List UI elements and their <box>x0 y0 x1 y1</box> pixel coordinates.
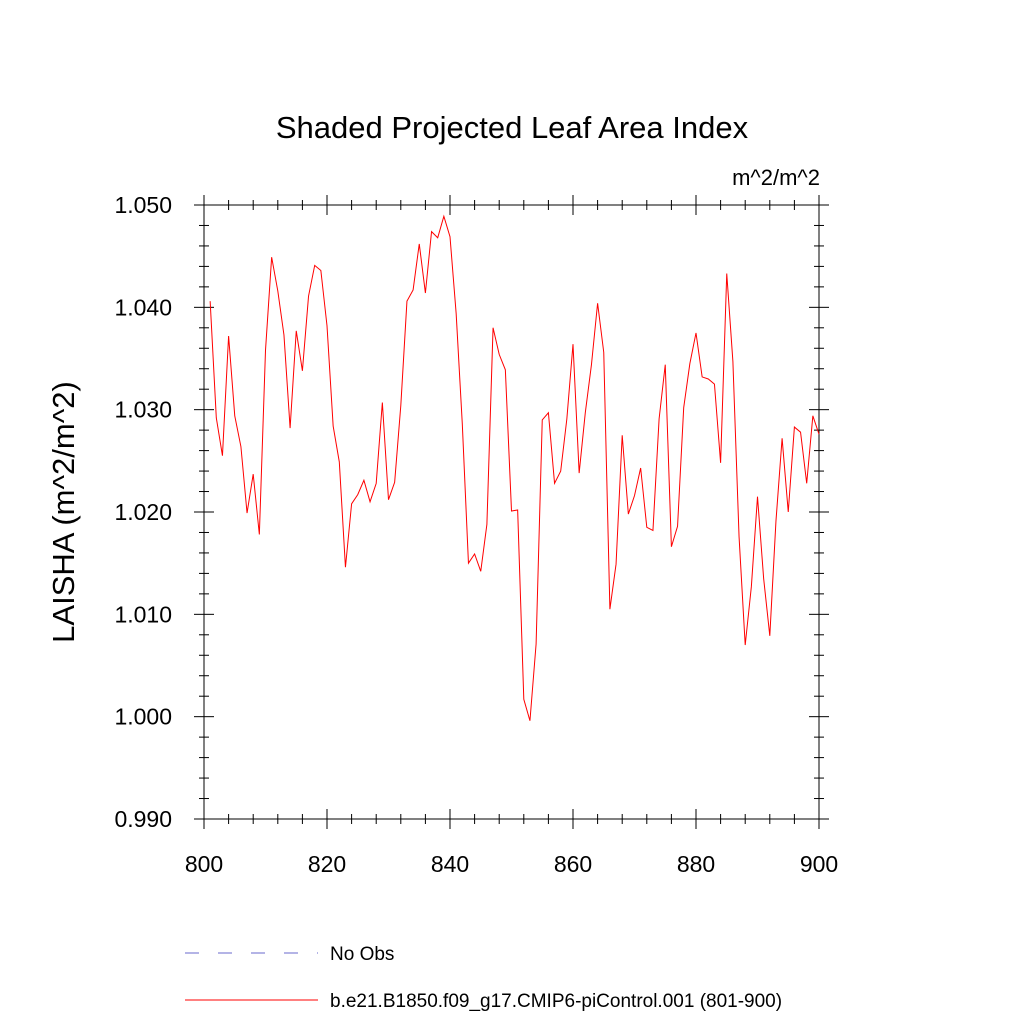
x-tick-label: 820 <box>308 851 346 877</box>
x-tick-label: 800 <box>185 851 223 877</box>
chart-title: Shaded Projected Leaf Area Index <box>276 110 749 145</box>
x-tick-label: 880 <box>677 851 715 877</box>
y-tick-label: 1.010 <box>114 601 172 627</box>
series-line <box>209 214 820 721</box>
series-layer <box>209 214 820 721</box>
units-label: m^2/m^2 <box>732 165 820 190</box>
legend-label-picontrol: b.e21.B1850.f09_g17.CMIP6-piControl.001 … <box>330 991 782 1012</box>
y-tick-label: 1.040 <box>114 294 172 320</box>
x-tick-label: 900 <box>800 851 838 877</box>
legend: No Obs b.e21.B1850.f09_g17.CMIP6-piContr… <box>185 944 782 1012</box>
y-axis-label: LAISHA (m^2/m^2) <box>46 381 81 643</box>
x-tick-label: 860 <box>554 851 592 877</box>
y-tick-label: 1.020 <box>114 499 172 525</box>
y-tick-label: 0.990 <box>114 806 172 832</box>
axis-tick-labels: 800 820 840 860 880 900 0.990 1.000 1.010 1.020 1.… <box>114 192 838 877</box>
y-tick-label: 1.000 <box>114 704 172 730</box>
y-tick-label: 1.050 <box>114 192 172 218</box>
legend-label-no-obs: No Obs <box>330 944 394 965</box>
axis-ticks <box>194 195 829 829</box>
y-tick-label: 1.030 <box>114 397 172 423</box>
plot-frame <box>203 204 820 820</box>
x-tick-label: 840 <box>431 851 469 877</box>
